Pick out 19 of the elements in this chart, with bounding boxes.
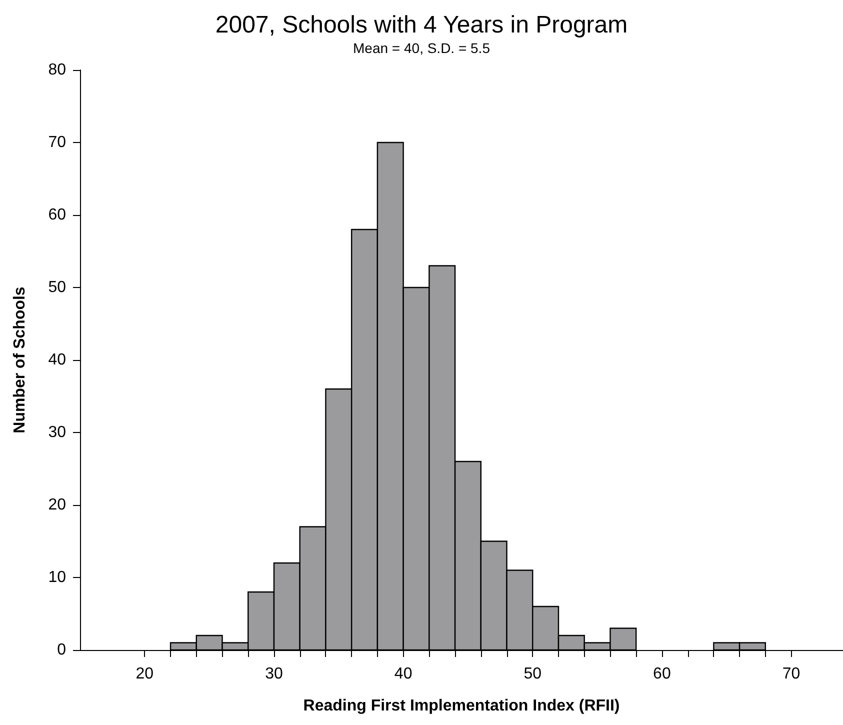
y-tick-label: 10 (48, 569, 66, 586)
y-tick-label: 60 (48, 206, 66, 224)
y-tick-label: 20 (48, 496, 66, 514)
chart-title: 2007, Schools with 4 Years in Program (215, 12, 628, 38)
y-tick-label: 30 (48, 424, 66, 441)
y-tick-label: 70 (48, 134, 66, 151)
x-axis-title: Reading First Implementation Index (RFII) (303, 698, 620, 714)
y-axis-title: Number of Schools (12, 286, 28, 434)
y-tick-label: 80 (48, 62, 66, 78)
x-tick-label: 20 (136, 666, 154, 682)
chart-subtitle: Mean = 40, S.D. = 5.5 (353, 40, 490, 56)
y-tick-label: 50 (48, 279, 66, 296)
y-tick-label: 40 (48, 352, 66, 368)
y-tick-label: 0 (57, 642, 66, 658)
x-tick-label: 50 (524, 666, 542, 682)
x-tick-label: 60 (653, 666, 671, 682)
x-tick-label: 70 (782, 666, 800, 682)
x-tick-label: 30 (265, 666, 283, 682)
x-tick-label: 40 (394, 666, 412, 682)
